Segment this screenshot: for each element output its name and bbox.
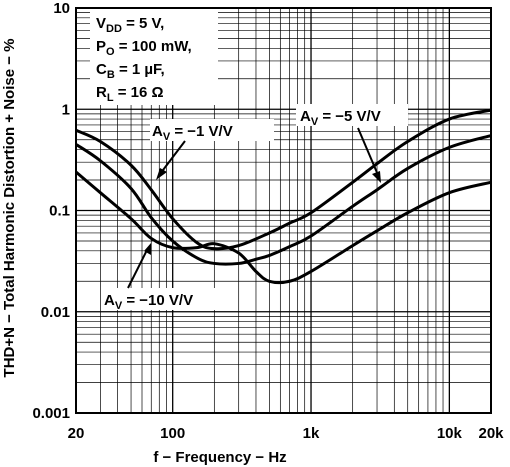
condition-po: PO = 100 mW, <box>96 38 192 58</box>
series-line-av1 <box>75 108 492 251</box>
series-label-av1: AV = −1 V/V <box>152 123 233 143</box>
pointer-av1-arrowhead <box>156 168 167 180</box>
y-tick-labels: 10 1 0.1 0.01 0.001 <box>32 0 70 422</box>
condition-rl: RL = 16 Ω <box>96 84 164 104</box>
x-tick-label: 10k <box>437 425 463 442</box>
series-line-av5 <box>75 134 492 266</box>
y-tick-label: 0.001 <box>32 405 70 422</box>
x-tick-label: 20 <box>68 425 85 442</box>
x-tick-labels: 20 100 1k 10k 20k <box>68 425 505 442</box>
series-label-av10: AV = −10 V/V <box>104 292 193 312</box>
y-tick-label: 10 <box>53 0 70 17</box>
label-bg-av10 <box>102 288 234 310</box>
series-label-av5: AV = −5 V/V <box>300 108 381 128</box>
label-bg-av1 <box>150 119 274 141</box>
y-tick-label: 1 <box>62 101 70 118</box>
y-tick-label: 0.1 <box>49 203 70 220</box>
series-line-av10 <box>75 170 492 284</box>
pointer-av5-arrowhead <box>372 171 381 183</box>
conditions-box <box>90 9 218 105</box>
x-tick-label: 1k <box>303 425 320 442</box>
y-tick-label: 0.01 <box>41 304 70 321</box>
pointer-av5 <box>357 127 379 176</box>
label-bg-av5 <box>296 104 408 126</box>
condition-vdd: VDD = 5 V, <box>96 15 164 35</box>
y-axis-label: THD+N − Total Harmonic Distortion + Nois… <box>1 39 18 378</box>
x-tick-label: 100 <box>160 425 185 442</box>
series-layer <box>75 108 492 284</box>
pointer-av1 <box>159 140 186 175</box>
plot-frame <box>75 7 492 414</box>
major-grid <box>76 8 491 413</box>
x-axis-label: f − Frequency − Hz <box>153 449 286 466</box>
pointer-av10 <box>127 249 148 289</box>
pointer-av10-arrowhead <box>144 243 151 255</box>
condition-cb: CB = 1 µF, <box>96 61 165 81</box>
x-tick-label: 20k <box>478 425 504 442</box>
